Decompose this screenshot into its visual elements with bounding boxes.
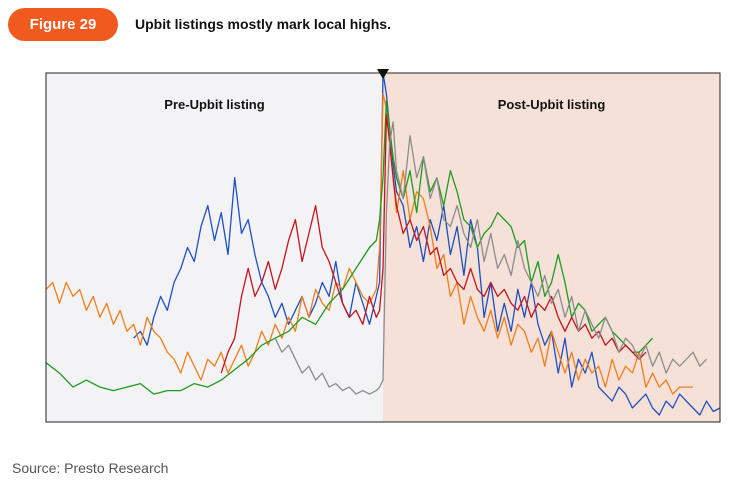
series-layer (45, 72, 721, 416)
pre-listing-label: Pre-Upbit listing (164, 97, 264, 112)
series-line-4 (220, 114, 647, 374)
series-line-2 (45, 93, 693, 395)
listing-marker-icon (377, 69, 389, 79)
source-note: Source: Presto Research (12, 460, 169, 476)
post-listing-label: Post-Upbit listing (498, 97, 606, 112)
series-line-1 (133, 72, 721, 416)
figure-badge: Figure 29 (8, 8, 118, 41)
series-line-3 (45, 100, 654, 395)
listing-chart: Pre-Upbit listing Post-Upbit listing (45, 69, 721, 423)
pre-listing-region (46, 73, 383, 422)
post-listing-region (383, 73, 720, 422)
chart-title: Upbit listings mostly mark local highs. (135, 16, 391, 32)
series-line-5 (274, 121, 707, 395)
